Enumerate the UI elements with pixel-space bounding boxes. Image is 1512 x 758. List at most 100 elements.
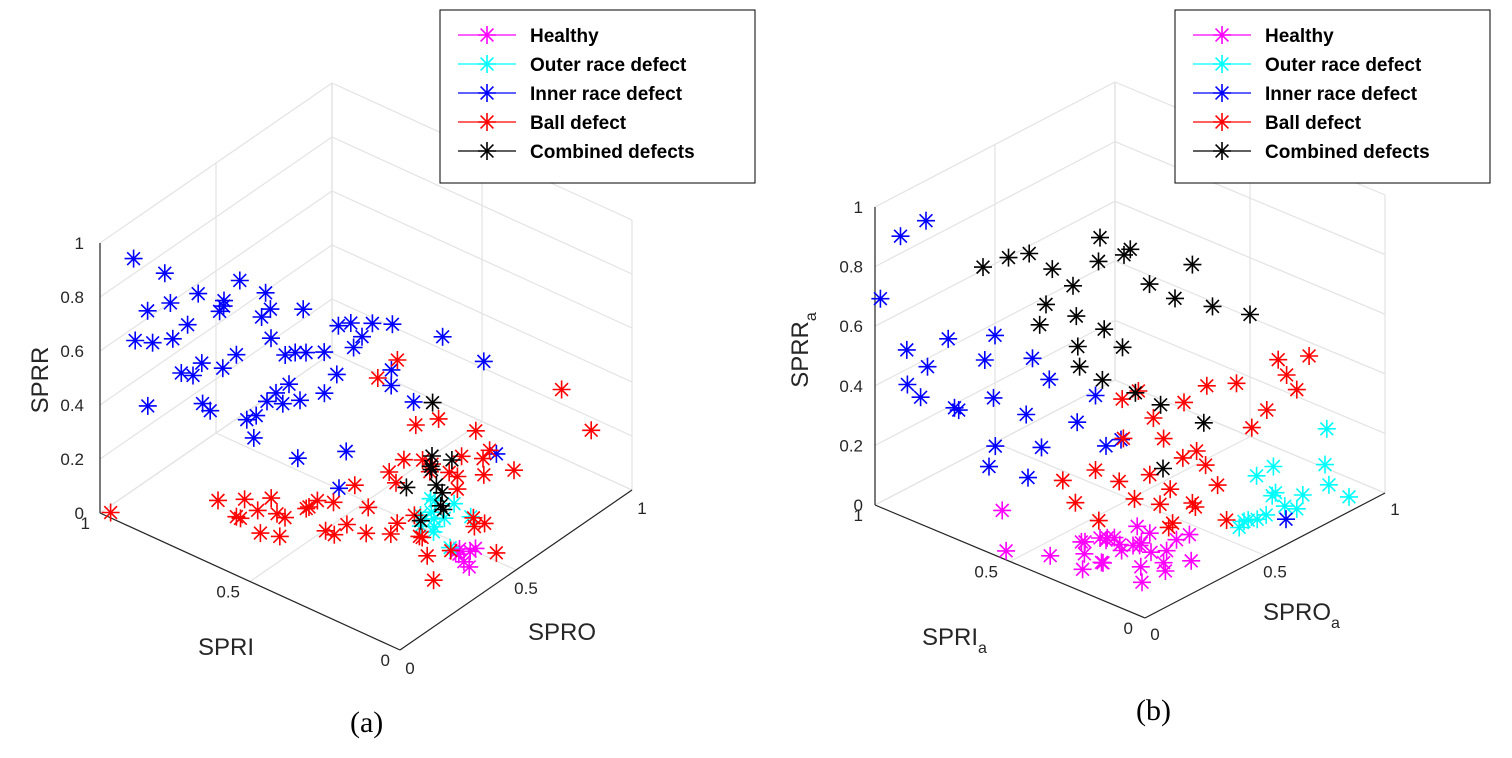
data-point [345,476,364,495]
data-point [388,514,407,533]
z-tick-label: 0.6 [60,342,84,361]
y-axis-line [1144,492,1386,619]
data-point [268,504,286,523]
data-point [252,308,271,326]
data-point [1128,517,1147,536]
data-point [939,329,958,348]
data-point [1070,357,1089,376]
data-point [441,541,460,560]
x-tick-label: 0 [1124,619,1133,638]
data-point [315,384,334,403]
data-point [1067,307,1086,326]
legend-box [439,9,756,184]
data-point [1113,338,1132,357]
data-point [247,406,266,425]
legend: Healthy Outer race defect Inner race defec… [439,9,756,184]
data-point [1068,413,1087,432]
data-point [974,258,992,277]
data-point [1183,494,1202,512]
z-tick-label: 0 [75,504,84,523]
data-point [297,499,316,518]
data-point [201,401,220,420]
data-point [1287,380,1306,399]
legend-entry: Combined defects [1193,142,1430,163]
legend-entry: Inner race defect [458,84,683,105]
data-point [1091,228,1109,247]
data-point [227,345,246,364]
panel-caption: (a) [350,706,383,739]
data-point [1030,315,1049,334]
y-axis-label: SPRO [528,619,596,646]
z-axis-label: SPRRa [787,312,820,388]
data-point [1340,487,1358,506]
data-point [1086,461,1105,479]
data-point [891,227,910,246]
data-point [1094,553,1112,572]
data-point [1073,560,1092,579]
data-point [126,331,145,350]
data-point [1112,541,1131,560]
z-tick-label: 0 [854,496,863,515]
y-tick-label: 0.5 [514,579,538,598]
data-point [192,354,211,373]
data-point [1086,386,1105,405]
x-axis-label: SPRIa [922,624,987,657]
data-point [363,314,382,333]
legend-entry: Ball defect [1193,113,1362,134]
data-point [975,351,994,369]
data-point [404,392,423,411]
data-point [161,294,180,312]
data-point [505,461,523,480]
data-point [1095,320,1114,339]
data-point [231,509,250,528]
data-point [1125,489,1144,508]
data-point [445,494,464,513]
data-point [155,264,174,283]
x-axis-line [99,512,401,651]
data-point [209,491,227,510]
data-point [1132,533,1151,552]
data-point [1235,512,1253,531]
legend-entry: Inner race defect [1193,84,1418,105]
data-point [1293,486,1312,504]
data-point [487,543,506,562]
y-axis-line [399,489,633,651]
data-point [382,360,401,379]
data-point [424,571,443,590]
data-point [189,284,208,303]
z-tick-label: 0.2 [60,450,84,469]
z-tick-label: 1 [75,234,84,253]
data-point [1075,544,1094,563]
x-tick-label: 0.5 [974,563,998,582]
data-point [1017,405,1036,424]
data-point [1040,370,1059,389]
y-tick-label: 0 [405,659,414,678]
data-point [276,346,295,364]
data-point [433,483,452,502]
legend-marker [1213,142,1231,160]
data-point [897,340,916,359]
data-point [1113,390,1132,409]
legend-label: Outer race defect [530,55,687,76]
data-point [1105,528,1124,547]
data-point [1140,275,1159,294]
data-point [1180,525,1199,544]
panel-caption: (b) [1136,694,1171,727]
data-point [474,352,493,371]
data-point [267,383,285,402]
data-point [1161,480,1180,499]
legend-marker [478,142,496,160]
legend-marker [1213,113,1231,131]
data-point [1032,438,1051,457]
legend-entry: Healthy [458,26,599,47]
data-point [1173,448,1192,467]
data-point [422,460,441,479]
data-point [1277,366,1296,384]
data-point [357,524,376,543]
data-point [1089,252,1108,271]
legend-marker [1213,55,1231,73]
y-tick-label: 0 [1150,625,1159,644]
data-point [442,451,461,469]
